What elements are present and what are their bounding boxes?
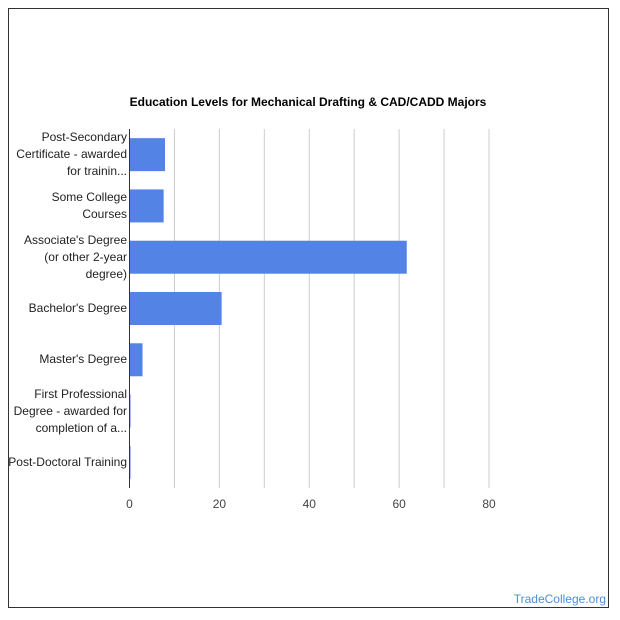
category-label: Post-Secondary Certificate - awarded for… — [16, 130, 127, 179]
category-label: Some College Courses — [51, 189, 127, 221]
category-label: Bachelor's Degree — [28, 301, 127, 315]
bar — [129, 189, 164, 223]
category-label: Post-Doctoral Training — [8, 454, 127, 469]
bar — [129, 138, 166, 172]
bar — [129, 343, 143, 377]
x-tick-label: 0 — [126, 497, 133, 511]
bar — [129, 292, 222, 325]
x-tick-label: 40 — [303, 497, 317, 511]
x-tick-label: 80 — [482, 497, 496, 511]
chart-frame — [8, 8, 609, 608]
brand-link[interactable]: TradeCollege.org — [513, 592, 606, 606]
x-tick-label: 20 — [213, 497, 227, 511]
x-tick-label: 60 — [392, 497, 406, 511]
bar — [129, 240, 407, 274]
category-label: First Professional Degree - awarded for … — [13, 386, 127, 435]
category-label: Master's Degree — [39, 352, 127, 367]
category-label: Associate's Degree (or other 2-year degr… — [23, 232, 127, 281]
chart-title: Education Levels for Mechanical Drafting… — [129, 95, 487, 109]
